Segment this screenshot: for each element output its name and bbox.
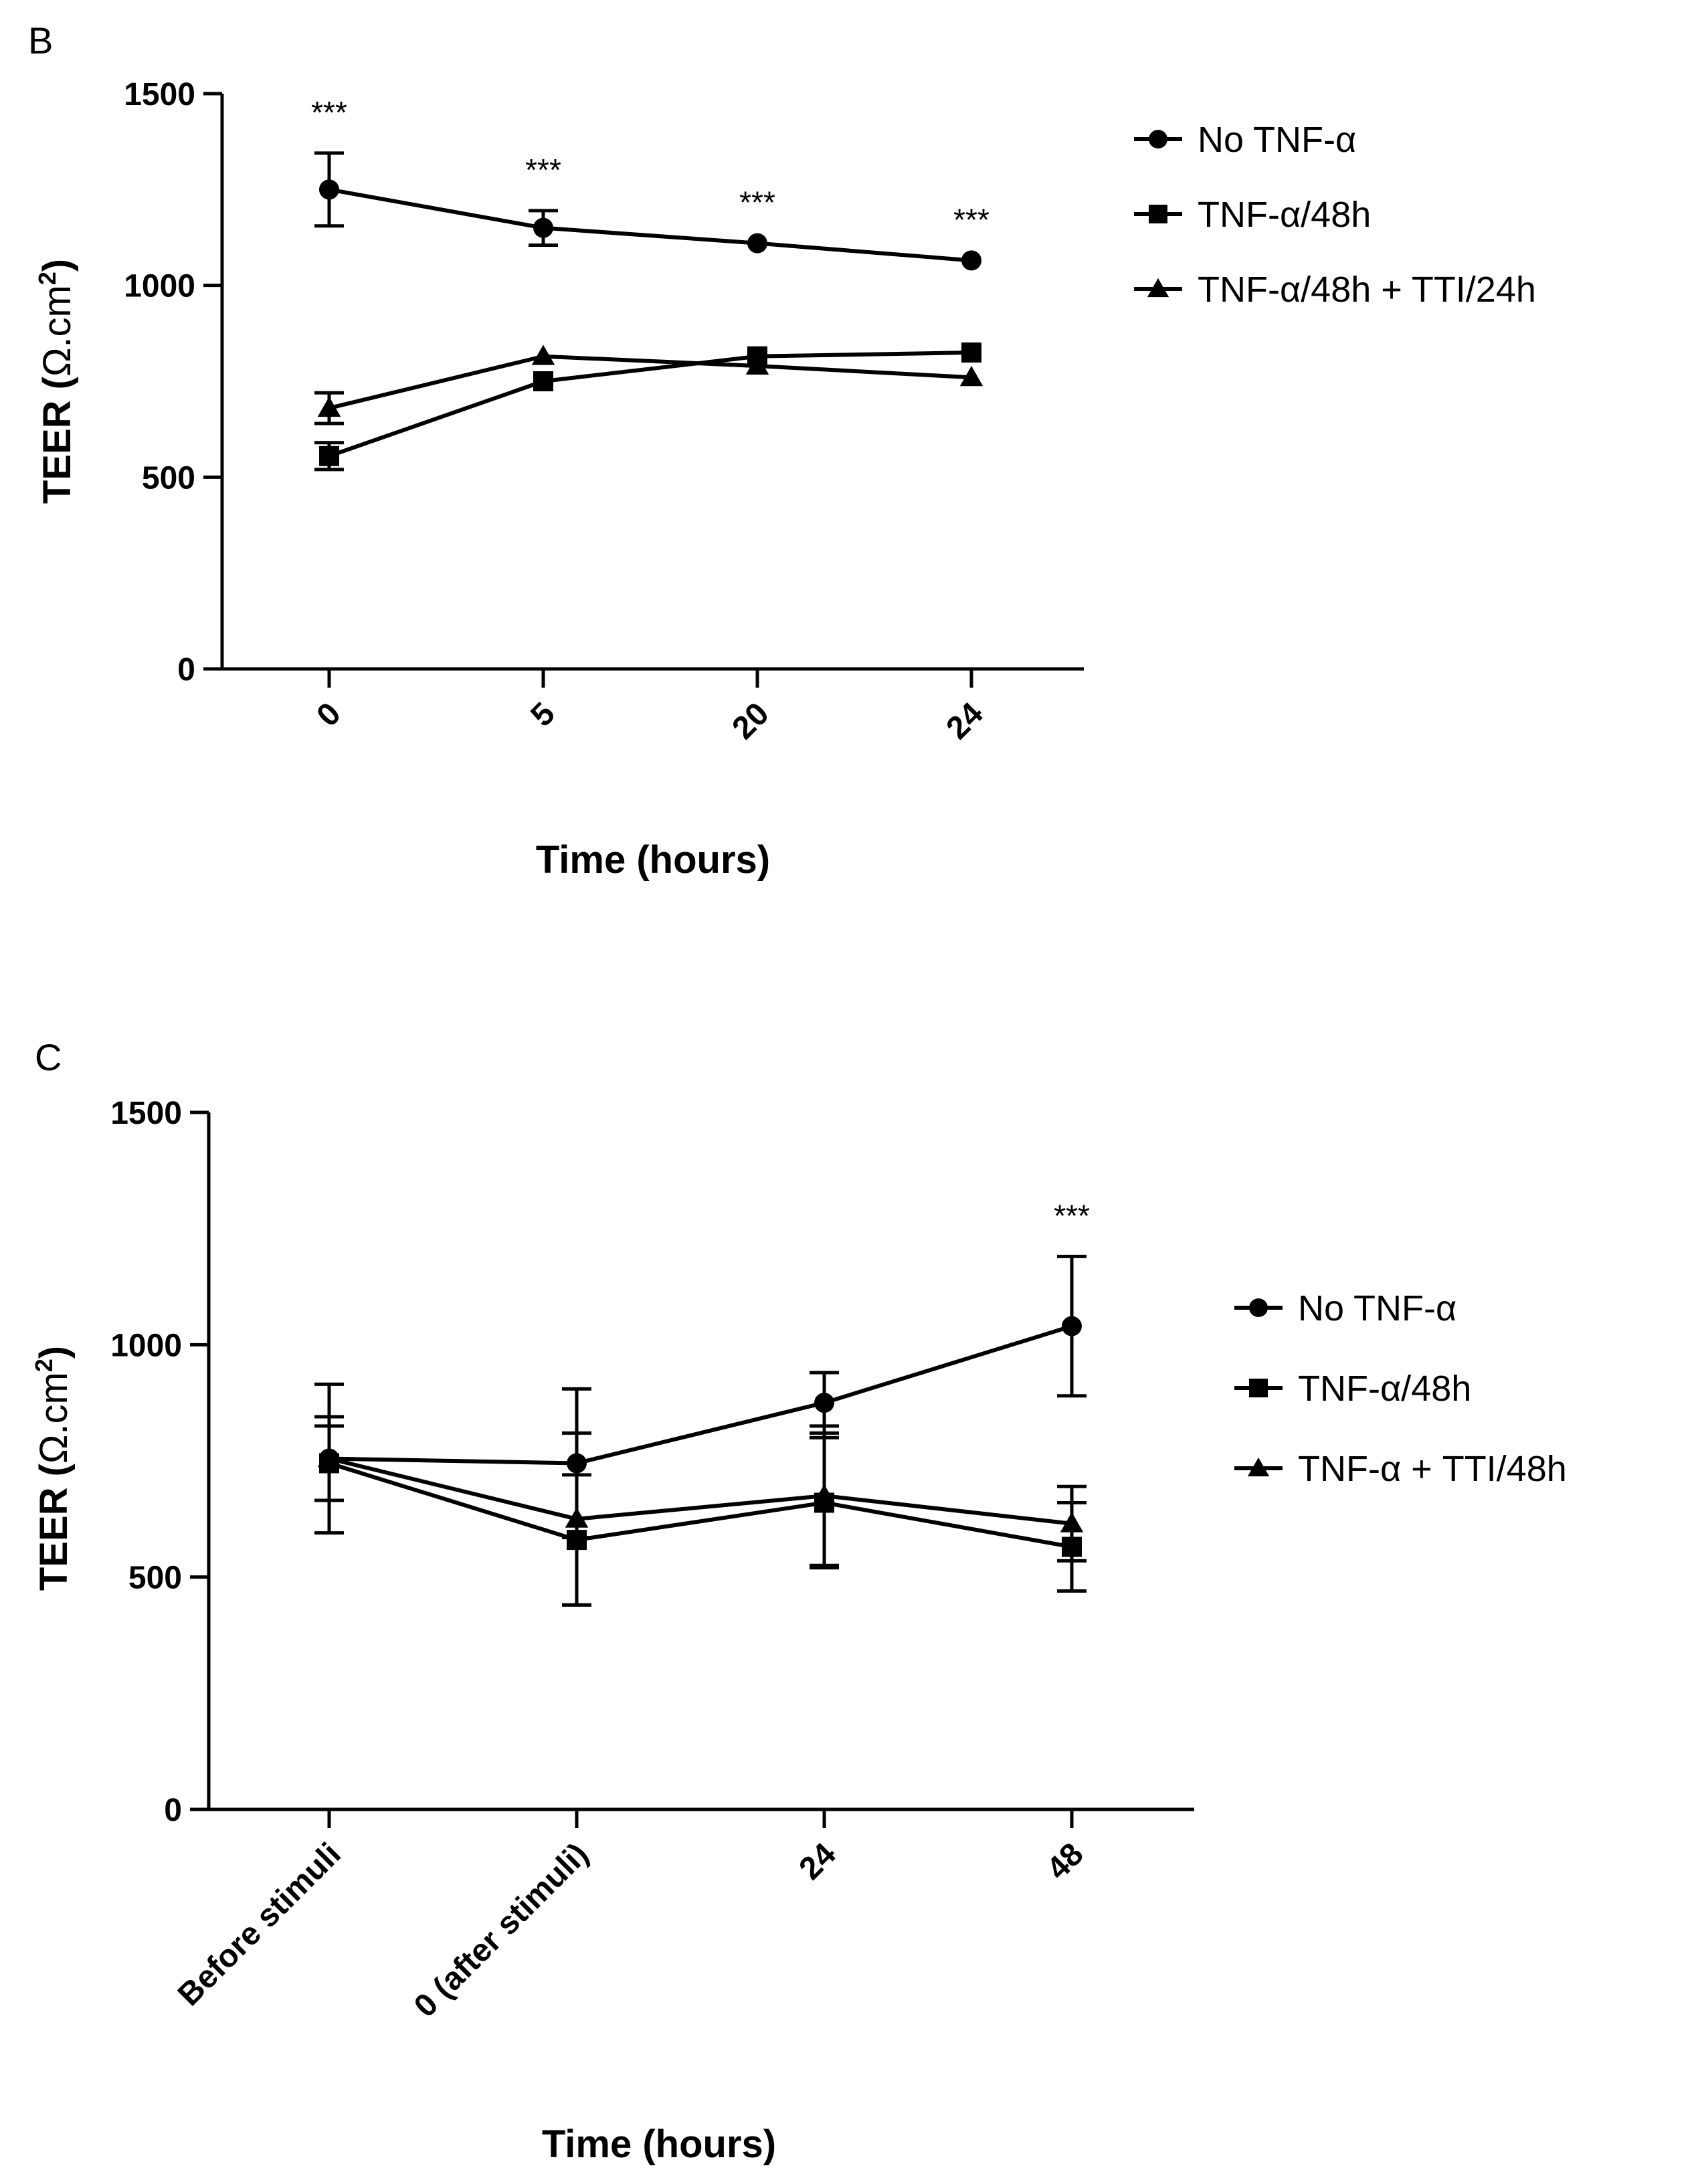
panel-c-y-title-unit: Ω.cm	[32, 1372, 76, 1464]
panel-c-markers	[317, 1316, 1084, 1557]
data-point-circle	[814, 1393, 834, 1413]
legend-label: TNF-α + TTI/48h	[1298, 1449, 1567, 1489]
legend-label: TNF-α/48h + TTI/24h	[1198, 270, 1536, 310]
series-line-3	[328, 354, 972, 411]
panel-b-y-title-close: )	[35, 259, 79, 272]
x-tick-label: 0	[310, 696, 347, 733]
series-line-2	[328, 1461, 1072, 1549]
panel-b-annotations: *** *** *** ***	[311, 95, 990, 237]
series-line-1	[328, 1324, 1072, 1466]
data-point-triangle	[1060, 1512, 1084, 1532]
data-point-square	[961, 342, 981, 363]
panel-b-axes	[220, 94, 1084, 671]
data-point-circle	[319, 179, 339, 200]
data-point-triangle	[317, 1447, 341, 1468]
legend-label: No TNF-α	[1298, 1288, 1456, 1328]
data-point-circle	[1062, 1316, 1082, 1336]
data-point-square	[319, 445, 339, 466]
legend-label: No TNF-α	[1198, 120, 1356, 160]
panel-c-y-title-sup: 2	[30, 1359, 58, 1372]
panel-b-y-axis-title: TEER (Ω.cm2)	[33, 259, 79, 504]
panel-c-x-ticks: Before stimuli 0 (after stimuli) 24 48	[171, 1809, 1091, 2024]
panel-c-y-ticks: 0 500 1000 1500	[110, 1096, 209, 1828]
panel-c-legend: No TNF-α TNF-α/48h TNF-α + TTI/48h	[1234, 1288, 1567, 1489]
panel-c-x-axis-title: Time (hours)	[542, 2122, 776, 2166]
data-point-square	[1062, 1536, 1082, 1557]
data-point-circle	[533, 217, 553, 238]
panel-b-y-title-main: TEER (	[35, 376, 79, 504]
panel-c-y-title-main: TEER (	[32, 1463, 76, 1591]
series-line-1	[328, 187, 972, 263]
data-point-circle	[567, 1453, 587, 1474]
panel-c-error-bars	[314, 1254, 1087, 1607]
legend-marker-triangle	[1147, 278, 1169, 298]
legend-marker-square	[1149, 205, 1167, 223]
panel-c: C *** 0 500 1000 1500 Before stimuli 0 (afte…	[30, 1036, 1567, 2166]
data-point-triangle	[565, 1507, 589, 1528]
x-tick-label: 20	[726, 696, 776, 746]
legend-marker-circle	[1249, 1298, 1268, 1317]
significance-stars: ***	[525, 153, 561, 187]
legend-label: TNF-α/48h	[1198, 195, 1371, 235]
panel-b-series-lines	[328, 187, 972, 458]
panel-b-y-ticks: 0 500 1000 1500	[124, 77, 222, 688]
y-tick-label: 500	[128, 1561, 182, 1596]
panel-b-x-axis-title: Time (hours)	[536, 838, 770, 882]
panel-c-letter: C	[35, 1036, 62, 1078]
y-tick-label: 1500	[124, 77, 195, 112]
data-point-triangle	[812, 1484, 836, 1505]
x-tick-label: 5	[524, 696, 561, 733]
x-tick-label: 24	[940, 696, 990, 746]
significance-stars: ***	[953, 202, 990, 237]
x-tick-label: 24	[793, 1836, 843, 1886]
legend-marker-triangle	[1247, 1457, 1270, 1477]
panel-b-markers	[317, 179, 983, 466]
legend-marker-square	[1249, 1379, 1268, 1397]
data-point-square	[533, 371, 553, 391]
y-tick-label: 0	[164, 1793, 182, 1828]
legend-label: TNF-α/48h	[1298, 1369, 1471, 1409]
panel-b-y-title-sup: 2	[33, 272, 61, 285]
panel-c-y-axis-title: TEER (Ω.cm2)	[30, 1346, 76, 1591]
panel-c-series-lines	[328, 1324, 1072, 1549]
y-tick-label: 1500	[110, 1096, 182, 1131]
data-point-circle	[961, 250, 981, 271]
x-tick-label: 48	[1040, 1836, 1091, 1886]
panel-c-annotations: ***	[1054, 1198, 1090, 1233]
panel-b-legend: No TNF-α TNF-α/48h TNF-α/48h + TTI/24h	[1134, 120, 1536, 310]
panel-b-y-title-unit: Ω.cm	[35, 285, 79, 377]
y-tick-label: 0	[177, 652, 195, 688]
series-line-2	[328, 351, 972, 458]
data-point-square	[567, 1530, 587, 1551]
data-point-triangle	[745, 354, 769, 375]
significance-stars: ***	[1054, 1198, 1090, 1233]
y-tick-label: 1000	[124, 269, 195, 304]
data-point-circle	[747, 233, 767, 254]
significance-stars: ***	[311, 95, 347, 130]
y-tick-label: 500	[142, 460, 195, 496]
panel-b: B *** *** *** *** 0 500 1000 1500 0 5 20 24 Time …	[28, 19, 1536, 882]
y-tick-label: 1000	[110, 1328, 182, 1363]
series-line-3	[328, 1456, 1072, 1526]
x-tick-label: Before stimuli	[171, 1836, 348, 2013]
panel-c-y-title-close: )	[32, 1346, 76, 1359]
panel-b-error-bars	[314, 151, 558, 472]
x-tick-label: 0 (after stimuli)	[407, 1836, 595, 2024]
panel-b-x-ticks: 0 5 20 24	[310, 669, 990, 747]
significance-stars: ***	[739, 185, 775, 220]
data-point-triangle	[317, 396, 341, 417]
legend-marker-circle	[1149, 130, 1167, 148]
data-point-triangle	[959, 366, 983, 387]
panel-b-letter: B	[28, 19, 53, 62]
data-point-triangle	[531, 344, 555, 365]
